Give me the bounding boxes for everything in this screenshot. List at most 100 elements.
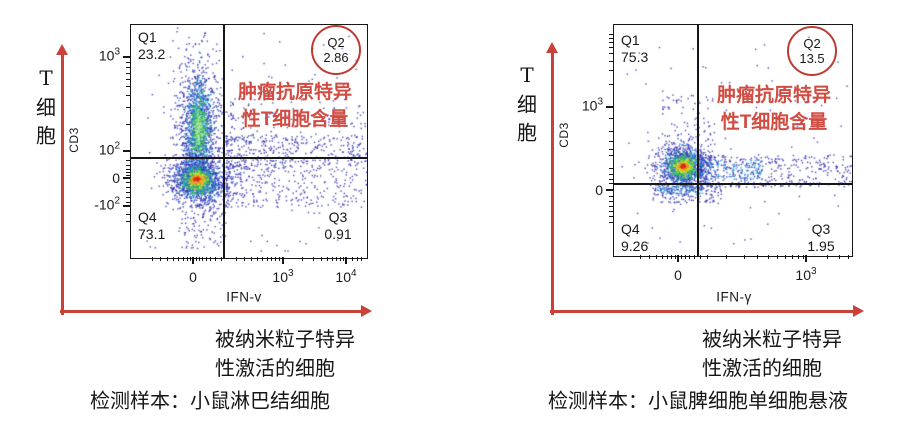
x-minor-tick: [210, 257, 211, 261]
y-major-tick: [123, 177, 130, 179]
x-minor-tick: [757, 255, 758, 259]
y-minor-tick: [609, 42, 613, 43]
x-minor-tick: [271, 257, 272, 261]
x-minor-tick: [236, 257, 237, 261]
tick-label: 0: [674, 267, 682, 283]
y-major-tick: [123, 150, 130, 152]
y-minor-tick: [609, 84, 613, 85]
q2-gate-circle: Q2 13.5: [787, 26, 837, 76]
y-minor-tick: [126, 214, 130, 215]
tick-label: 103: [795, 266, 817, 283]
tick-label: 0: [595, 182, 603, 198]
y-arrow-label-char: 胞: [517, 120, 537, 145]
x-minor-tick: [187, 257, 188, 261]
x-minor-tick: [196, 257, 197, 261]
x-major-tick: [805, 255, 807, 262]
x-minor-tick: [671, 255, 672, 259]
x-minor-tick: [667, 255, 668, 259]
q2-gate-circle: Q2 2.86: [311, 25, 361, 75]
x-minor-tick: [803, 255, 804, 259]
y-minor-tick: [609, 70, 613, 71]
x-arrow-label: 被纳米粒子特异 性激活的细胞: [215, 329, 355, 380]
quadrant-q4-stat: Q4 73.1: [138, 209, 166, 242]
x-minor-tick: [700, 255, 701, 259]
y-minor-tick: [609, 168, 613, 169]
y-minor-tick: [609, 61, 613, 62]
y-axis-arrowhead-icon: [55, 44, 68, 55]
x-minor-tick: [726, 255, 727, 259]
y-minor-tick: [126, 86, 130, 87]
tick-label: 103: [581, 96, 603, 114]
quadrant-gate-vertical-line: [697, 25, 699, 256]
x-minor-tick: [206, 257, 207, 261]
y-minor-tick: [126, 124, 130, 125]
x-minor-tick: [167, 257, 168, 261]
x-minor-tick: [340, 257, 341, 261]
tick-label: -102: [94, 195, 120, 213]
x-minor-tick: [336, 257, 337, 261]
x-axis-title: IFN-v: [226, 289, 262, 305]
tick-label: 102: [98, 140, 120, 158]
y-axis-arrow: [60, 54, 64, 315]
y-major-tick: [123, 56, 130, 58]
x-axis-arrow: [550, 309, 855, 313]
x-minor-tick: [681, 255, 682, 259]
y-minor-tick: [126, 192, 130, 193]
x-minor-tick: [190, 257, 191, 261]
tumor-antigen-annotation: 肿瘤抗原特异 性T细胞含量: [237, 82, 353, 130]
x-minor-tick: [327, 257, 328, 261]
y-axis-arrow: [550, 52, 554, 315]
x-minor-tick: [361, 257, 362, 261]
y-minor-tick: [126, 107, 130, 108]
x-minor-tick: [792, 255, 793, 259]
x-minor-tick: [689, 255, 690, 259]
tick-label: 0: [112, 170, 120, 186]
x-minor-tick: [202, 257, 203, 261]
x-minor-tick: [707, 255, 708, 259]
sample-caption: 检测样本：小鼠脾细胞单细胞悬液: [548, 390, 848, 413]
x-axis-title: IFN-γ: [716, 289, 752, 305]
x-minor-tick: [257, 257, 258, 261]
x-minor-tick: [173, 257, 174, 261]
y-minor-tick: [126, 202, 130, 203]
y-minor-tick: [609, 53, 613, 54]
y-minor-tick: [609, 149, 613, 150]
x-minor-tick: [848, 255, 849, 259]
x-minor-tick: [152, 257, 153, 261]
x-minor-tick: [321, 257, 322, 261]
y-minor-tick: [126, 73, 130, 74]
x-minor-tick: [640, 255, 641, 259]
x-minor-tick: [656, 255, 657, 259]
x-minor-tick: [313, 257, 314, 261]
y-minor-tick: [126, 165, 130, 166]
x-axis-arrowhead-icon: [853, 304, 864, 317]
y-minor-tick: [609, 141, 613, 142]
tick-label: 0: [189, 269, 197, 285]
y-minor-tick: [126, 67, 130, 68]
quadrant-q3-stat: Q3 0.91: [324, 209, 352, 242]
y-minor-tick: [609, 196, 613, 197]
x-minor-tick: [744, 255, 745, 259]
x-minor-tick: [267, 257, 268, 261]
x-minor-tick: [332, 257, 333, 261]
x-minor-tick: [178, 257, 179, 261]
y-minor-tick: [126, 221, 130, 222]
sample-caption: 检测样本：小鼠淋巴结细胞: [90, 390, 330, 413]
y-minor-tick: [609, 155, 613, 156]
y-minor-tick: [609, 174, 613, 175]
tick-label: 104: [335, 268, 357, 285]
quadrant-gate-horizontal-line: [614, 183, 852, 185]
tick-label: 103: [98, 46, 120, 64]
y-minor-tick: [609, 34, 613, 35]
y-minor-tick: [126, 197, 130, 198]
y-minor-tick: [609, 211, 613, 212]
tumor-antigen-annotation: 肿瘤抗原特异 性T细胞含量: [716, 85, 832, 133]
y-arrow-label-char: T: [520, 63, 534, 87]
x-minor-tick: [275, 257, 276, 261]
tick-label: 103: [272, 268, 294, 285]
x-arrow-label: 被纳米粒子特异 性激活的细胞: [702, 329, 842, 380]
x-minor-tick: [777, 255, 778, 259]
x-minor-tick: [251, 257, 252, 261]
